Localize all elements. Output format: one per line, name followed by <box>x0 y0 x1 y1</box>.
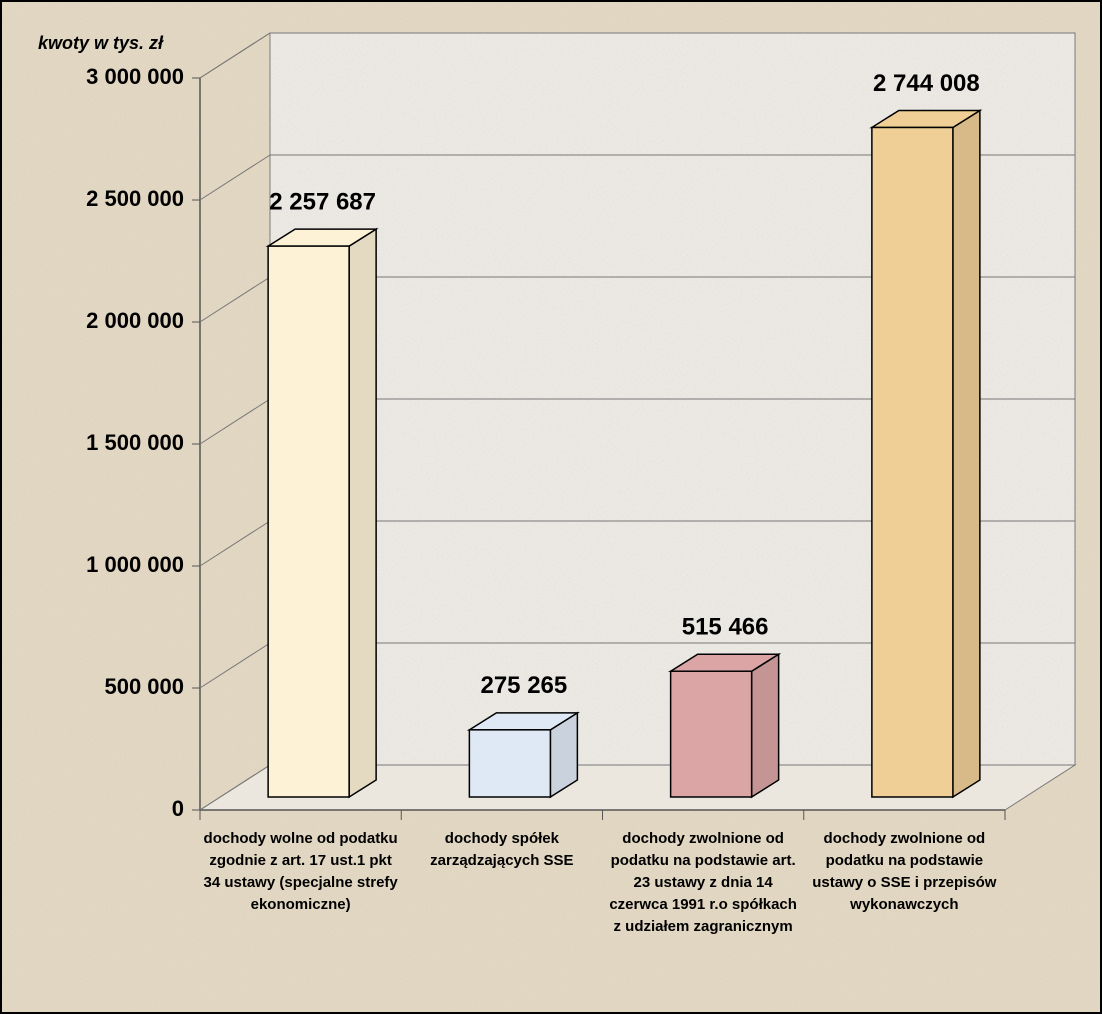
grid-line-side <box>199 154 271 201</box>
bar-side <box>348 227 377 799</box>
value-label: 515 466 <box>682 614 769 641</box>
bar <box>267 245 350 798</box>
grid-line-side <box>199 276 271 323</box>
y-tick-label: 0 <box>172 796 184 821</box>
y-tick-label: 2 000 000 <box>86 308 184 333</box>
bar <box>669 670 753 798</box>
x-tick-label: dochody zwolnione od podatku na podstawi… <box>812 830 997 913</box>
bar <box>468 729 552 798</box>
y-axis-label: kwoty w tys. zł <box>38 33 164 53</box>
grid-line-side <box>199 520 271 567</box>
grid-line-side <box>199 398 271 445</box>
y-tick-label: 1 000 000 <box>86 552 184 577</box>
x-tick-label: dochody wolne od podatku zgodnie z art. … <box>203 830 398 913</box>
grid-line-side <box>199 642 271 689</box>
y-tick-label: 2 500 000 <box>86 186 184 211</box>
value-label: 2 257 687 <box>269 188 376 215</box>
value-label: 2 744 008 <box>873 70 980 97</box>
grid-line-side <box>199 764 271 811</box>
x-tick-label: dochody spółek zarządzających SSE <box>430 830 574 869</box>
y-tick-label: 500 000 <box>104 674 184 699</box>
bar-side <box>750 652 780 799</box>
x-tick-label: dochody zwolnione od podatku na podstawi… <box>609 830 797 935</box>
bar <box>871 126 954 798</box>
y-tick-label: 3 000 000 <box>86 64 184 89</box>
value-label: 275 265 <box>480 672 567 699</box>
grid-line-side <box>199 32 271 79</box>
y-tick-label: 1 500 000 <box>86 430 184 455</box>
bar-side <box>952 109 981 799</box>
